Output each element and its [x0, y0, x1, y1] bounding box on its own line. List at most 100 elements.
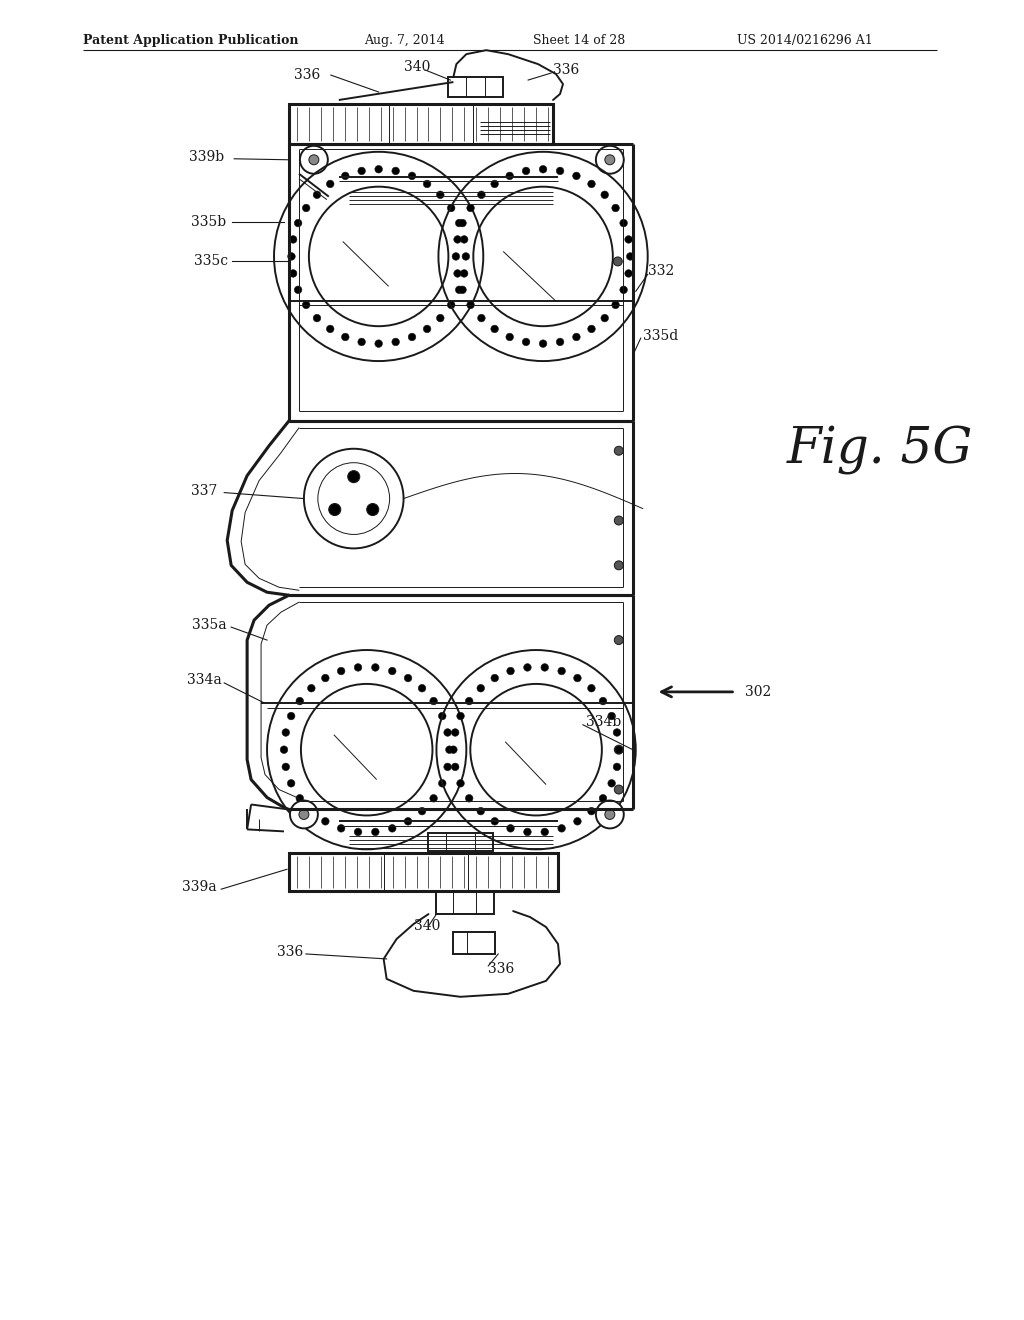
- Circle shape: [357, 338, 366, 346]
- Circle shape: [438, 713, 446, 719]
- Circle shape: [329, 503, 341, 516]
- Text: 339a: 339a: [182, 880, 217, 894]
- Circle shape: [506, 333, 513, 341]
- Text: 334a: 334a: [187, 673, 222, 686]
- Circle shape: [459, 286, 466, 293]
- Circle shape: [294, 219, 302, 227]
- Circle shape: [608, 713, 615, 719]
- Circle shape: [615, 746, 623, 754]
- Circle shape: [614, 516, 624, 525]
- Bar: [289, 104, 553, 144]
- Circle shape: [290, 800, 317, 829]
- Bar: [454, 932, 496, 954]
- Circle shape: [588, 325, 595, 333]
- Circle shape: [322, 675, 329, 682]
- Text: 302: 302: [745, 685, 772, 698]
- Circle shape: [477, 685, 484, 692]
- Circle shape: [599, 795, 607, 803]
- Text: Sheet 14 of 28: Sheet 14 of 28: [534, 34, 626, 48]
- Circle shape: [337, 825, 345, 832]
- Circle shape: [423, 325, 431, 333]
- Text: Patent Application Publication: Patent Application Publication: [83, 34, 298, 48]
- Circle shape: [556, 168, 564, 174]
- Circle shape: [438, 780, 446, 787]
- Circle shape: [443, 763, 452, 771]
- Circle shape: [327, 325, 334, 333]
- Circle shape: [388, 667, 396, 675]
- Circle shape: [341, 333, 349, 341]
- Text: 335a: 335a: [193, 618, 227, 632]
- Text: 335d: 335d: [643, 329, 678, 343]
- Circle shape: [443, 729, 452, 737]
- Circle shape: [337, 667, 345, 675]
- Text: 337: 337: [191, 483, 218, 498]
- Circle shape: [588, 180, 595, 187]
- Bar: [436, 891, 495, 913]
- Circle shape: [313, 314, 321, 322]
- Circle shape: [288, 780, 295, 787]
- Circle shape: [588, 685, 595, 692]
- Circle shape: [490, 817, 499, 825]
- Circle shape: [296, 795, 303, 803]
- Circle shape: [299, 809, 309, 820]
- Circle shape: [596, 800, 624, 829]
- Circle shape: [614, 636, 624, 644]
- Text: US 2014/0216296 A1: US 2014/0216296 A1: [737, 34, 873, 48]
- Circle shape: [572, 172, 581, 180]
- Circle shape: [507, 667, 514, 675]
- Circle shape: [445, 746, 454, 754]
- Circle shape: [608, 780, 615, 787]
- Circle shape: [614, 446, 624, 455]
- Text: Fig. 5G: Fig. 5G: [787, 426, 974, 475]
- Text: 332: 332: [648, 264, 674, 279]
- Circle shape: [620, 286, 628, 293]
- Text: 336: 336: [278, 945, 303, 958]
- Circle shape: [599, 697, 607, 705]
- Circle shape: [467, 205, 474, 211]
- Circle shape: [556, 338, 564, 346]
- Circle shape: [452, 729, 459, 737]
- Text: 336: 336: [488, 962, 514, 975]
- Circle shape: [457, 780, 464, 787]
- Circle shape: [447, 205, 455, 211]
- Circle shape: [601, 314, 608, 322]
- Circle shape: [354, 664, 361, 671]
- Circle shape: [541, 664, 549, 671]
- Circle shape: [605, 809, 614, 820]
- Circle shape: [300, 145, 328, 174]
- Circle shape: [372, 664, 379, 671]
- Circle shape: [307, 808, 315, 814]
- Text: Aug. 7, 2014: Aug. 7, 2014: [364, 34, 444, 48]
- Circle shape: [423, 180, 431, 187]
- Circle shape: [282, 729, 290, 737]
- Circle shape: [490, 675, 499, 682]
- Circle shape: [430, 697, 437, 705]
- Circle shape: [418, 808, 426, 814]
- Text: 335b: 335b: [191, 215, 226, 228]
- Circle shape: [302, 301, 310, 309]
- Circle shape: [462, 252, 470, 260]
- Circle shape: [327, 180, 334, 187]
- Circle shape: [436, 314, 444, 322]
- Circle shape: [309, 154, 318, 165]
- Circle shape: [614, 785, 624, 795]
- Circle shape: [613, 257, 623, 265]
- Circle shape: [461, 269, 468, 277]
- Circle shape: [341, 172, 349, 180]
- Text: 340: 340: [414, 919, 440, 933]
- Circle shape: [523, 664, 531, 671]
- Circle shape: [302, 205, 310, 211]
- Circle shape: [288, 252, 295, 260]
- Bar: [428, 833, 494, 851]
- Circle shape: [611, 205, 620, 211]
- Circle shape: [507, 825, 514, 832]
- Circle shape: [392, 168, 399, 174]
- Circle shape: [367, 503, 379, 516]
- Circle shape: [409, 172, 416, 180]
- Circle shape: [522, 168, 529, 174]
- Circle shape: [465, 795, 473, 803]
- Circle shape: [404, 675, 412, 682]
- Circle shape: [313, 191, 321, 198]
- Circle shape: [467, 301, 474, 309]
- Circle shape: [392, 338, 399, 346]
